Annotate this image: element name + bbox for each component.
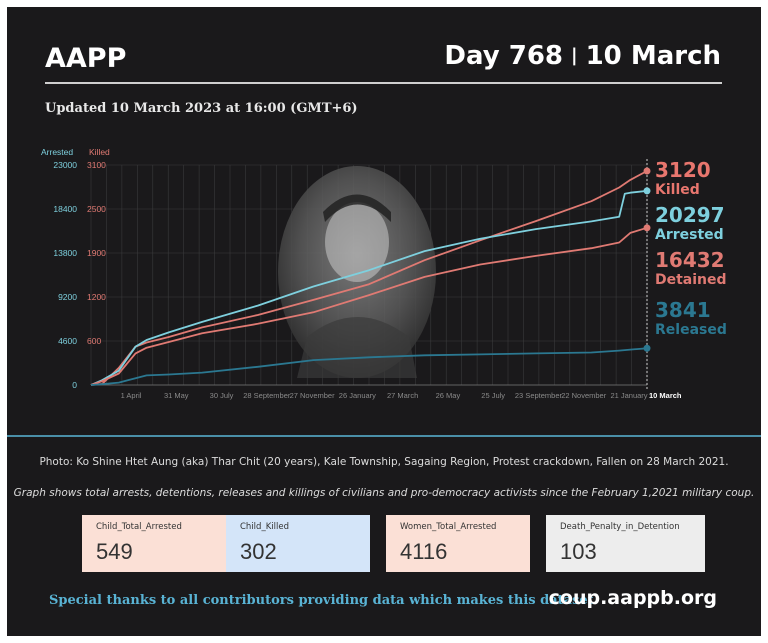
series-line-arrested xyxy=(90,190,648,386)
x-tick-label: 23 September xyxy=(515,391,563,400)
series-line-detained xyxy=(90,226,648,386)
x-tick-label: 30 July xyxy=(210,391,234,400)
series-end-point-detained xyxy=(643,224,651,232)
site-url: coup.aappb.org xyxy=(548,587,717,609)
portrait-photo xyxy=(278,166,436,378)
killed-tick-label: 2500 xyxy=(87,204,106,214)
x-tick-label: 21 January xyxy=(610,391,647,400)
series-end-point-released xyxy=(643,344,651,352)
org-title: AAPP xyxy=(45,43,127,74)
series-end-point-killed xyxy=(643,167,651,175)
arrested-tick-label: 23000 xyxy=(53,160,77,170)
stat-label: Death_Penalty_in_Detention xyxy=(560,522,680,532)
stat-box: Death_Penalty_in_Detention 103 xyxy=(546,515,705,572)
thanks-note: Special thanks to all contributors provi… xyxy=(49,593,599,608)
photo-caption: Photo: Ko Shine Htet Aung (aka) Thar Chi… xyxy=(39,456,729,468)
end-label-word: Released xyxy=(655,322,727,338)
day-date-heading: Day 768 | 10 March xyxy=(444,41,721,71)
killed-tick-label: 1200 xyxy=(87,292,106,302)
graph-caption: Graph shows total arrests, detentions, r… xyxy=(13,487,755,499)
x-tick-label: 26 January xyxy=(339,391,376,400)
arrested-tick-label: 13800 xyxy=(53,248,77,258)
x-tick-label: 27 November xyxy=(290,391,336,400)
killed-tick-label: 1900 xyxy=(87,248,106,258)
stat-box: Women_Total_Arrested 4116 xyxy=(386,515,530,572)
infographic-card: AAPP Day 768 | 10 March Updated 10 March 2… xyxy=(7,7,761,636)
stat-value: 549 xyxy=(96,539,133,564)
stat-value: 4116 xyxy=(400,539,448,564)
end-label-number: 20297 xyxy=(655,203,725,227)
x-tick-label: 1 April xyxy=(121,391,142,400)
x-tick-label: 22 November xyxy=(561,391,607,400)
stat-value: 302 xyxy=(240,539,277,564)
x-end-label: 10 March xyxy=(649,391,682,400)
stat-label: Child_Killed xyxy=(240,522,289,532)
killed-tick-label: 600 xyxy=(87,336,101,346)
end-label-word: Detained xyxy=(655,272,727,288)
stat-label: Women_Total_Arrested xyxy=(400,522,497,532)
end-label-word: Killed xyxy=(655,182,700,198)
x-tick-label: 26 May xyxy=(436,391,461,400)
killed-axis-title: Killed xyxy=(89,147,110,157)
end-label-number: 3841 xyxy=(655,298,711,322)
end-label-number: 16432 xyxy=(655,248,725,272)
x-tick-label: 25 July xyxy=(481,391,505,400)
x-tick-label: 31 May xyxy=(164,391,189,400)
arrested-axis-title: Arrested xyxy=(41,147,73,157)
x-tick-label: 27 March xyxy=(387,391,418,400)
updated-timestamp: Updated 10 March 2023 at 16:00 (GMT+6) xyxy=(45,101,358,116)
header-rule xyxy=(45,82,722,84)
end-label-number: 3120 xyxy=(655,158,711,182)
end-label-word: Arrested xyxy=(655,227,724,243)
killed-tick-label: 3100 xyxy=(87,160,106,170)
stat-box: Child_Killed 302 xyxy=(226,515,370,572)
series-end-point-arrested xyxy=(643,187,651,195)
heading-separator: | xyxy=(571,45,578,66)
stat-label: Child_Total_Arrested xyxy=(96,522,182,532)
stat-value: 103 xyxy=(560,539,597,564)
section-divider xyxy=(7,435,761,437)
day-counter: Day 768 xyxy=(444,41,564,71)
arrested-tick-label: 18400 xyxy=(53,204,77,214)
casualty-line-chart: 0 4600 9200 13800 18400 23000 600 1200 1900 2500 3… xyxy=(41,147,727,400)
stat-box: Child_Total_Arrested 549 xyxy=(82,515,226,572)
arrested-tick-label: 9200 xyxy=(58,292,77,302)
series-line-released xyxy=(90,347,648,386)
arrested-tick-label: 0 xyxy=(72,380,77,390)
heading-date: 10 March xyxy=(585,41,721,71)
arrested-tick-label: 4600 xyxy=(58,336,77,346)
x-tick-label: 28 September xyxy=(243,391,291,400)
